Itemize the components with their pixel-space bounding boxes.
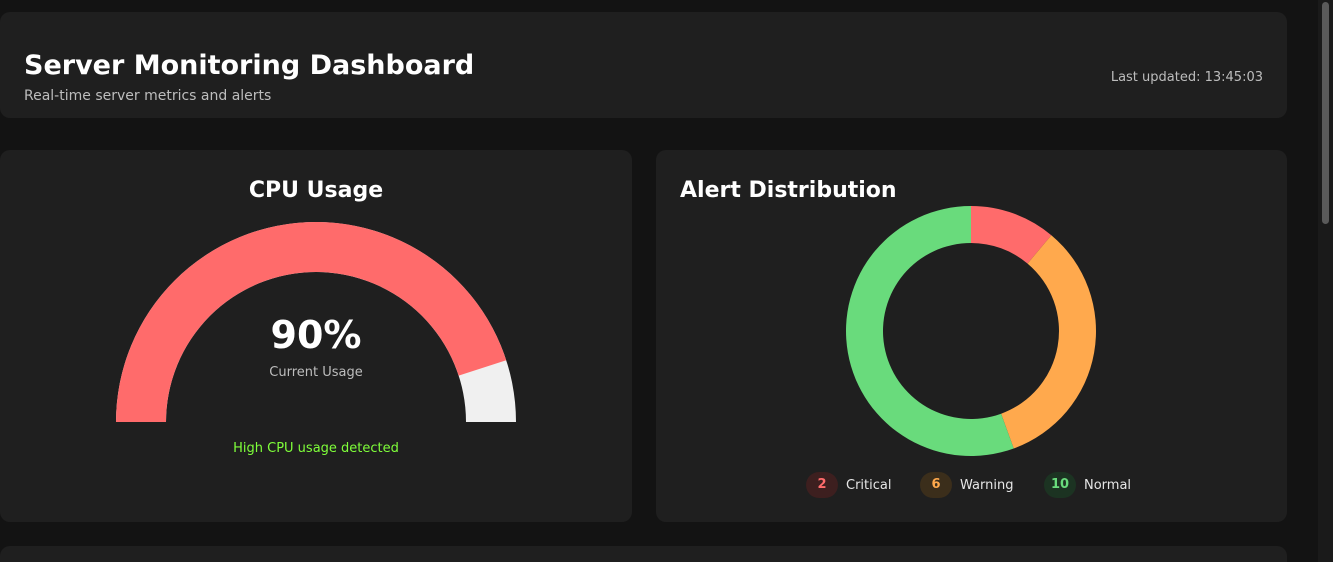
page-title: Server Monitoring Dashboard	[24, 50, 475, 81]
scrollbar-thumb[interactable]	[1322, 2, 1329, 224]
gauge-fill	[116, 222, 507, 422]
cpu-card-title: CPU Usage	[248, 178, 384, 203]
last-updated-time: 13:45:03	[1204, 70, 1263, 85]
page-scrollbar[interactable]	[1318, 0, 1333, 562]
alert-card-title: Alert Distribution	[680, 178, 897, 203]
dashboard-header: Server Monitoring Dashboard Real-time se…	[0, 12, 1287, 118]
legend-item-critical[interactable]: 2 Critical	[806, 472, 891, 498]
warning-label: Warning	[960, 477, 1014, 493]
next-section-card	[0, 546, 1287, 562]
warning-count-badge: 6	[920, 472, 952, 498]
legend-item-normal[interactable]: 10 Normal	[1044, 472, 1131, 498]
last-updated: Last updated: 13:45:03	[1111, 70, 1263, 85]
normal-label: Normal	[1084, 477, 1132, 493]
page-subtitle: Real-time server metrics and alerts	[24, 88, 272, 104]
donut-slice-critical[interactable]	[971, 206, 1052, 264]
alert-donut-chart	[846, 205, 1096, 456]
cpu-value-label: Current Usage	[269, 365, 363, 380]
critical-label: Critical	[846, 477, 892, 493]
critical-count-badge: 2	[806, 472, 838, 498]
cpu-usage-card: CPU Usage 90% Current Usage High CPU usa…	[0, 150, 632, 522]
normal-count-badge: 10	[1044, 472, 1076, 498]
last-updated-label: Last updated:	[1110, 70, 1205, 85]
donut-slice-warning[interactable]	[1001, 235, 1096, 449]
legend-item-warning[interactable]: 6 Warning	[920, 472, 1013, 498]
donut-slice-normal[interactable]	[846, 205, 1014, 456]
cpu-gauge	[116, 222, 516, 422]
alert-distribution-card: Alert Distribution 2 Critical 6 Warning …	[656, 150, 1287, 522]
cpu-status-message: High CPU usage detected	[233, 441, 399, 456]
cpu-value: 90%	[270, 313, 362, 357]
